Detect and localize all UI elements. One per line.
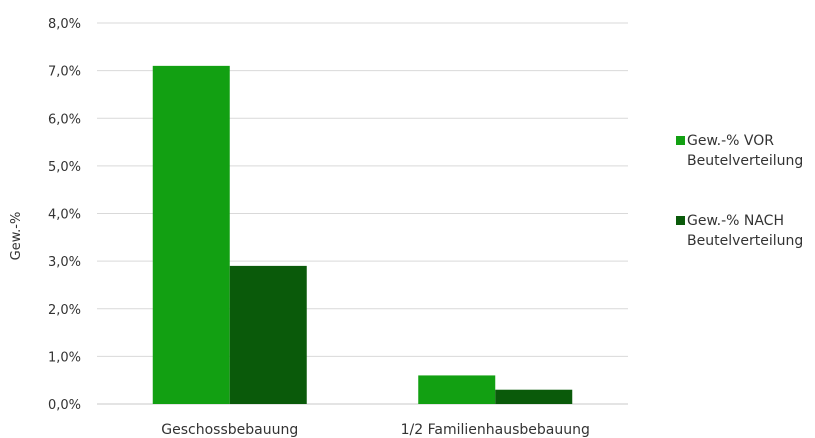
legend-label: Gew.-% VOR Beutelverteilung: [687, 131, 803, 171]
legend-label: Gew.-% NACH Beutelverteilung: [687, 211, 803, 251]
bar-nach-0: [229, 265, 307, 404]
y-axis-label: Gew.-%: [9, 212, 24, 261]
y-tick-label: 7,0%: [48, 65, 81, 80]
legend-label-line: Gew.-% VOR: [687, 133, 774, 149]
legend-label-line: Gew.-% NACH: [687, 213, 784, 229]
y-tick-label: 5,0%: [48, 160, 81, 175]
bars: [152, 65, 573, 405]
y-tick-label: 2,0%: [48, 303, 81, 318]
legend-swatch: [676, 136, 685, 145]
y-tick-label: 8,0%: [48, 17, 81, 32]
bar-vor-1: [418, 375, 496, 404]
bar-vor-0: [152, 65, 230, 405]
y-tick-label: 3,0%: [48, 255, 81, 270]
y-tick-label: 4,0%: [48, 208, 81, 223]
x-category-label: 1/2 Familienhausbebauung: [401, 422, 590, 438]
y-tick-label: 0,0%: [48, 398, 81, 413]
y-axis-ticks: 0,0% 1,0% 2,0% 3,0% 4,0% 5,0% 6,0% 7,0% 8,0%: [48, 17, 81, 413]
legend-swatch: [676, 216, 685, 225]
x-category-label: Geschossbebauung: [161, 422, 298, 438]
x-axis-categories: Geschossbebauung 1/2 Familienhausbebauung: [161, 422, 590, 438]
bar-nach-1: [495, 389, 573, 404]
legend-label-line: Beutelverteilung: [687, 153, 804, 169]
y-tick-label: 6,0%: [48, 112, 81, 127]
legend-label-line: Beutelverteilung: [687, 233, 804, 249]
y-tick-label: 1,0%: [48, 350, 81, 365]
